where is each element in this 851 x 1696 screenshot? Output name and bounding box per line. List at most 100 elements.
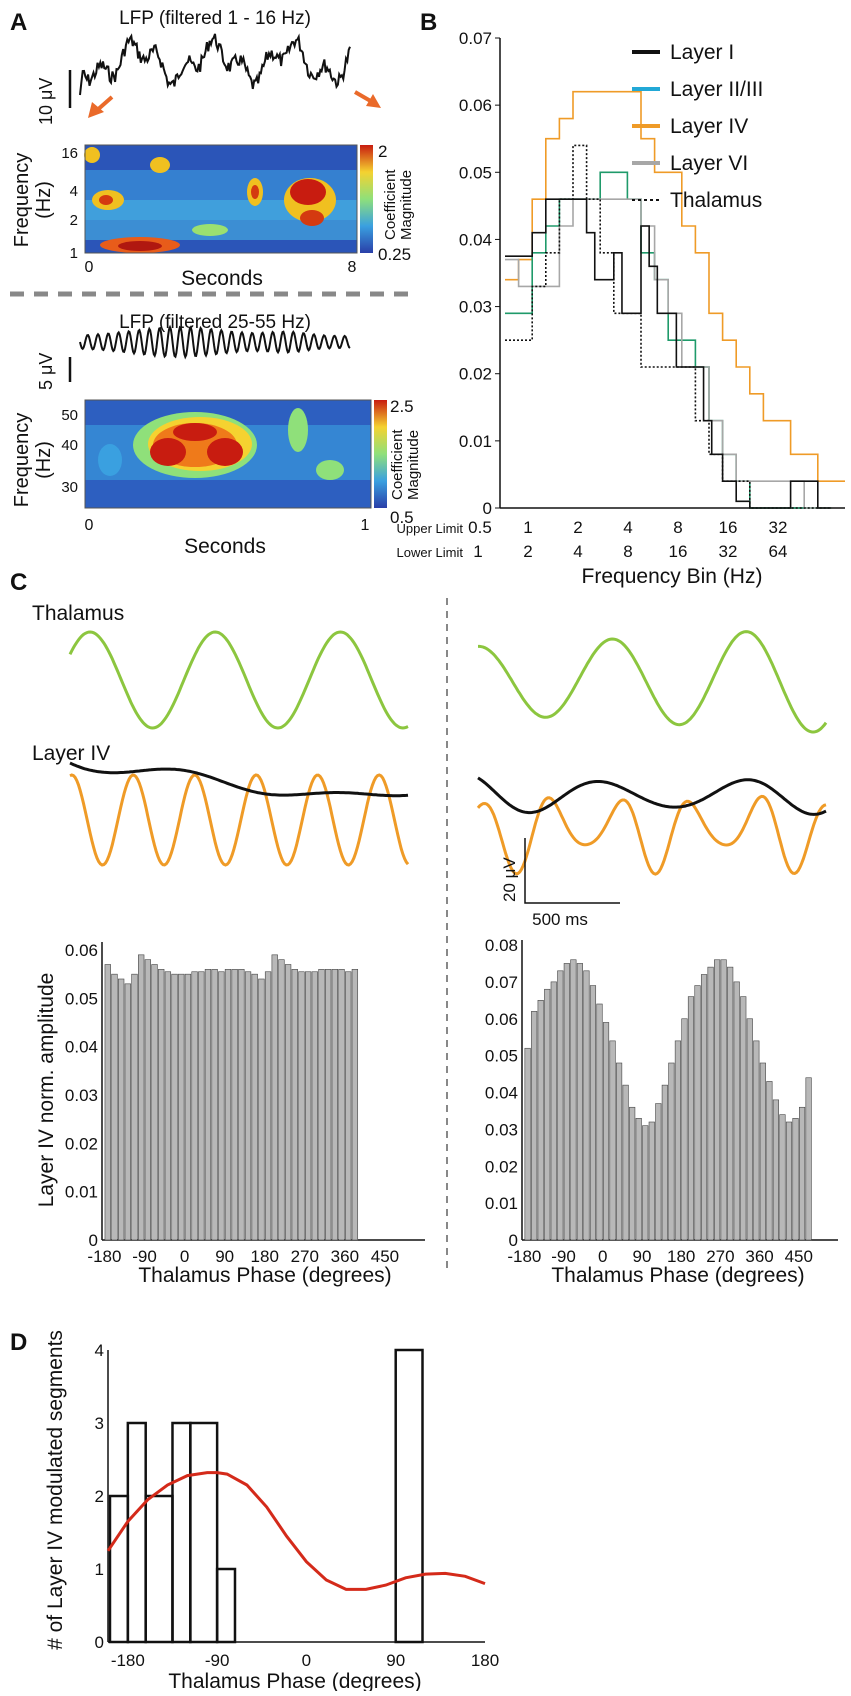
- lfp-low-trace: [79, 33, 351, 96]
- histogram-bar: [244, 971, 252, 1241]
- histogram-bar: [785, 1121, 793, 1241]
- histogram-bar: [550, 981, 557, 1241]
- histogram-xtick: 450: [371, 1247, 399, 1266]
- histogram-ytick: 0.03: [485, 1120, 518, 1139]
- panel-label-d: D: [10, 1329, 27, 1356]
- histogram-ytick: 0.01: [485, 1194, 518, 1213]
- b-lower-limit-tick: 16: [669, 542, 688, 561]
- histogram-bar: [570, 959, 577, 1241]
- d-xlabel: Thalamus Phase (degrees): [168, 1670, 421, 1691]
- histogram-bar: [557, 970, 564, 1241]
- d-fit-curve: [106, 1471, 486, 1591]
- panel-b: B 0 0.01 0.02 0.03 0.04 0.05 0.06 0.07 Layer I L…: [397, 9, 845, 588]
- histogram-bar: [622, 1084, 629, 1241]
- histogram-bar: [733, 981, 740, 1241]
- histogram-ytick: 0: [509, 1231, 518, 1250]
- thalamus-wave-right: [478, 630, 828, 734]
- d-xtick: 0: [302, 1651, 311, 1670]
- d-histogram-bar: [171, 1421, 192, 1644]
- d-ytick: 1: [95, 1560, 104, 1579]
- histogram-ytick: 0: [89, 1231, 98, 1250]
- histogram-bar: [681, 1018, 688, 1241]
- histogram-bar: [251, 973, 258, 1241]
- histogram-ytick: 0.07: [485, 973, 518, 992]
- arrow-left-icon: [88, 95, 114, 118]
- b-ytick-label: 0.07: [459, 29, 492, 48]
- histogram-xtick: -90: [132, 1247, 157, 1266]
- b-ytick-label: 0.02: [459, 365, 492, 384]
- panel-a-bottom-title: LFP (filtered 25-55 Hz): [119, 312, 311, 333]
- histogram-bar: [674, 1040, 681, 1241]
- scalogram-gamma-ylabel-2: (Hz): [33, 441, 55, 479]
- panel-label-a: A: [10, 9, 27, 36]
- scalogram-gamma-ytick: 50: [61, 407, 78, 424]
- scalogram-gamma-ytick: 30: [61, 479, 78, 496]
- d-xtick: 180: [471, 1651, 499, 1670]
- b-ytick-label: 0.06: [459, 96, 492, 115]
- histogram-bar: [772, 1099, 779, 1241]
- histogram-bar: [524, 1047, 531, 1241]
- histogram-bar: [746, 1018, 753, 1241]
- c-left-xlabel: Thalamus Phase (degrees): [138, 1264, 391, 1287]
- histogram-xtick: -180: [87, 1247, 121, 1266]
- colorbar-gamma: [374, 400, 387, 508]
- d-ytick: 2: [95, 1487, 104, 1506]
- panel-a-top-title: LFP (filtered 1 - 16 Hz): [119, 8, 311, 29]
- legend-label: Layer IV: [670, 115, 748, 138]
- scalogram-gamma-xtick: 0: [85, 517, 94, 534]
- d-ytick: 0: [95, 1633, 104, 1652]
- histogram-bar: [298, 971, 305, 1241]
- arrow-right-icon: [353, 90, 381, 108]
- histogram-bar: [224, 969, 232, 1241]
- layer4-envelope-left: [69, 761, 409, 798]
- histogram-bar: [805, 1077, 812, 1241]
- lower-limit-label: Lower Limit: [397, 545, 464, 560]
- layer4-label: Layer IV: [32, 742, 110, 765]
- histogram-bar: [700, 974, 708, 1241]
- scalogram-low-ytick: 1: [70, 245, 78, 262]
- b-ytick-label: 0: [483, 499, 492, 518]
- panel-d: D 0 1 2 3 4 -180 -90 0 90 180 # of Layer IV modul…: [10, 1329, 499, 1693]
- panel-c-scale-bar: [524, 838, 620, 904]
- d-ylabel: # of Layer IV modulated segments: [44, 1330, 67, 1650]
- lfp-gamma-trace: [79, 324, 351, 360]
- histogram-bar: [204, 969, 212, 1241]
- panel-label-c: C: [10, 569, 27, 596]
- histogram-ytick: 0.06: [65, 941, 98, 960]
- d-histogram-bar: [144, 1494, 174, 1644]
- b-ytick-label: 0.05: [459, 163, 492, 182]
- legend-label: Thalamus: [670, 189, 762, 212]
- histogram-bar: [544, 988, 551, 1241]
- histogram-bar: [753, 1040, 760, 1241]
- colorbar-low-label-2: Magnitude: [398, 170, 415, 240]
- d-ytick: 3: [95, 1414, 104, 1433]
- upper-limit-label: Upper Limit: [397, 521, 464, 536]
- histogram-bar: [602, 1022, 610, 1241]
- scalogram-low: [84, 144, 358, 254]
- histogram-ytick: 0.08: [485, 936, 518, 955]
- histogram-bar: [198, 971, 205, 1241]
- b-lower-limit-tick: 4: [573, 542, 582, 561]
- thalamus-label: Thalamus: [32, 602, 124, 625]
- histogram-bar: [131, 973, 138, 1241]
- histogram-xtick: 180: [251, 1247, 279, 1266]
- legend-label: Layer VI: [670, 152, 748, 175]
- histogram-bar: [779, 1114, 786, 1241]
- histogram-bar: [338, 969, 345, 1241]
- b-ytick-label: 0.01: [459, 432, 492, 451]
- colorbar-low-max: 2: [378, 142, 387, 161]
- histogram-ytick: 0.05: [485, 1047, 518, 1066]
- histogram-bar: [537, 1000, 544, 1241]
- legend-label: Layer I: [670, 41, 734, 64]
- histogram-bar: [218, 971, 225, 1241]
- histogram-bar: [740, 996, 747, 1241]
- d-histogram-bar: [189, 1421, 219, 1644]
- histogram-bar: [238, 969, 245, 1241]
- histogram-bar: [211, 969, 218, 1241]
- histogram-ytick: 0.03: [65, 1086, 98, 1105]
- histogram-xtick: 0: [598, 1247, 607, 1266]
- histogram-bar: [707, 966, 714, 1241]
- b-lower-limit-tick: 1: [473, 542, 482, 561]
- d-xtick: -180: [111, 1651, 145, 1670]
- b-series-layer-ii-iii: [505, 171, 832, 509]
